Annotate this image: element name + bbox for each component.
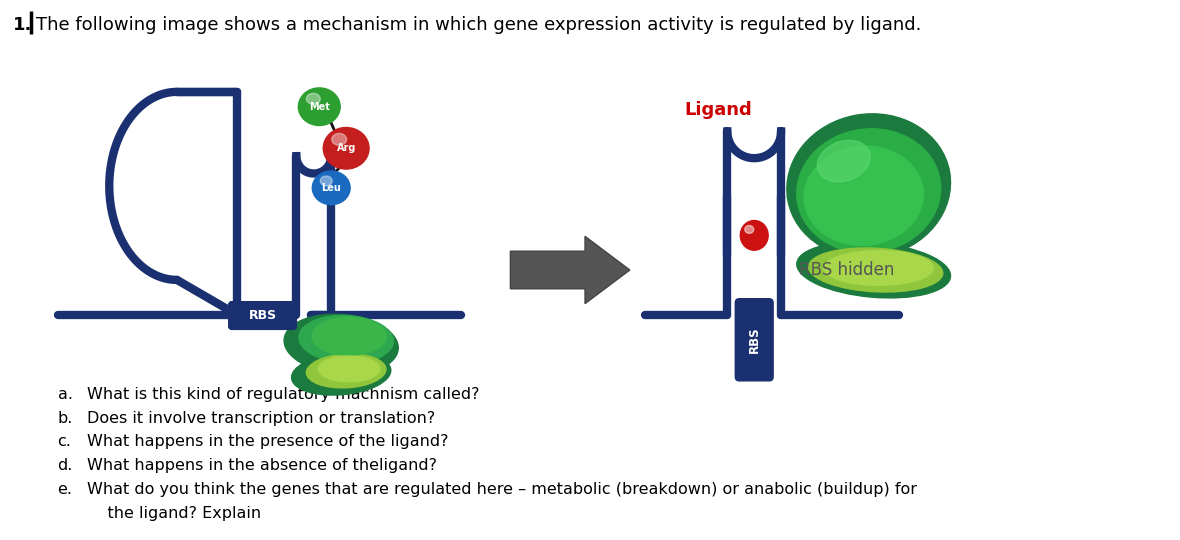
Text: What is this kind of regulatory machnism called?: What is this kind of regulatory machnism… bbox=[87, 387, 480, 402]
Text: Leu: Leu bbox=[321, 183, 341, 193]
Text: What do you think the genes that are regulated here – metabolic (breakdown) or a: What do you think the genes that are reg… bbox=[87, 482, 917, 497]
FancyBboxPatch shape bbox=[735, 299, 773, 381]
Ellipse shape bbox=[787, 114, 951, 258]
FancyArrow shape bbox=[511, 237, 630, 303]
Text: The following image shows a mechanism in which gene expression activity is regul: The following image shows a mechanism in… bbox=[35, 16, 922, 33]
Ellipse shape bbox=[824, 251, 933, 285]
Text: RBS: RBS bbox=[249, 309, 276, 322]
Text: b.: b. bbox=[58, 410, 73, 426]
Text: 1.: 1. bbox=[13, 16, 32, 33]
Ellipse shape bbox=[323, 127, 369, 169]
Text: the ligand? Explain: the ligand? Explain bbox=[87, 505, 262, 521]
Text: e.: e. bbox=[58, 482, 72, 497]
Ellipse shape bbox=[796, 242, 951, 298]
Ellipse shape bbox=[291, 353, 391, 395]
Ellipse shape bbox=[319, 356, 380, 382]
Text: Met: Met bbox=[309, 102, 329, 112]
Ellipse shape bbox=[299, 88, 340, 125]
Text: RBS: RBS bbox=[748, 326, 761, 353]
Ellipse shape bbox=[312, 318, 387, 355]
Text: Does it involve transcription or translation?: Does it involve transcription or transla… bbox=[87, 410, 435, 426]
Ellipse shape bbox=[299, 315, 393, 363]
Text: RBS hidden: RBS hidden bbox=[799, 261, 894, 279]
Ellipse shape bbox=[796, 129, 940, 253]
Text: What happens in the presence of the ligand?: What happens in the presence of the liga… bbox=[87, 434, 448, 449]
Ellipse shape bbox=[740, 208, 769, 262]
Ellipse shape bbox=[307, 354, 386, 388]
Text: c.: c. bbox=[58, 434, 72, 449]
Ellipse shape bbox=[284, 314, 398, 374]
Ellipse shape bbox=[808, 248, 943, 292]
Text: Arg: Arg bbox=[336, 143, 356, 153]
Ellipse shape bbox=[745, 226, 754, 233]
Ellipse shape bbox=[332, 133, 347, 145]
Text: What happens in the absence of theligand?: What happens in the absence of theligand… bbox=[87, 458, 438, 473]
Ellipse shape bbox=[307, 93, 320, 104]
Ellipse shape bbox=[740, 220, 768, 250]
Ellipse shape bbox=[313, 171, 350, 205]
Ellipse shape bbox=[320, 176, 333, 186]
Ellipse shape bbox=[804, 146, 924, 245]
Text: Ligand: Ligand bbox=[684, 100, 753, 119]
Text: d.: d. bbox=[58, 458, 73, 473]
Text: a.: a. bbox=[58, 387, 72, 402]
FancyBboxPatch shape bbox=[229, 302, 296, 329]
Ellipse shape bbox=[818, 140, 871, 182]
